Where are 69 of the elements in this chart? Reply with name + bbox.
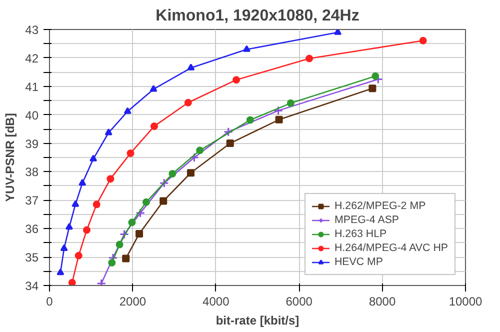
point <box>186 169 194 177</box>
point <box>242 45 250 52</box>
point <box>306 54 314 62</box>
point <box>368 84 376 92</box>
point <box>275 116 283 124</box>
point <box>187 64 195 70</box>
y-tick-label: 37 <box>25 194 39 208</box>
x-tick-label: 10000 <box>448 294 483 308</box>
point <box>142 198 150 206</box>
point <box>224 127 234 137</box>
point <box>373 74 383 84</box>
y-tick-label: 38 <box>25 165 39 180</box>
y-tick-label: 43 <box>25 23 39 37</box>
point <box>419 36 427 44</box>
point <box>74 252 82 260</box>
point <box>232 76 240 84</box>
chart-title: Kimono1, 1920x1080, 24Hz <box>156 8 360 24</box>
point <box>190 152 200 162</box>
x-tick-label: 0 <box>46 294 54 308</box>
point <box>150 122 158 130</box>
point <box>246 116 254 124</box>
point <box>286 99 294 107</box>
point <box>90 154 98 162</box>
x-tick-label: 6000 <box>286 294 313 308</box>
y-tick-label: 41 <box>25 80 39 94</box>
point <box>116 240 124 248</box>
point <box>65 222 73 230</box>
point <box>92 200 100 208</box>
point <box>78 178 86 186</box>
x-axis-title: bit-rate [kbit/s] <box>216 314 300 328</box>
point <box>60 244 68 252</box>
y-axis-title: YUV-PSNR [dB] <box>3 113 18 202</box>
y-tick-label: 35 <box>25 250 39 265</box>
point <box>226 140 234 148</box>
point <box>160 197 168 205</box>
y-tick-label: 34 <box>25 279 39 293</box>
point <box>274 106 284 116</box>
x-tick-label: 2000 <box>119 294 146 308</box>
point <box>136 208 146 218</box>
legend-label: MPEG-4 ASP <box>334 214 400 226</box>
point <box>124 107 132 114</box>
legend-label: HEVC MP <box>334 256 384 268</box>
point <box>126 149 134 157</box>
y-tick-label: 40 <box>25 108 39 122</box>
point <box>184 98 192 106</box>
y-tick-label: 42 <box>25 51 39 66</box>
point <box>159 178 169 188</box>
point <box>196 146 204 154</box>
point <box>104 128 112 136</box>
point <box>120 230 130 240</box>
legend-label: H.264/MPEG-4 AVC HP <box>334 242 448 254</box>
y-tick-label: 36 <box>25 222 39 236</box>
point <box>150 85 158 92</box>
point <box>72 200 80 207</box>
legend-label: H.263 HLP <box>334 228 387 240</box>
y-tick-label: 39 <box>25 136 39 151</box>
point <box>108 259 116 266</box>
point <box>136 230 144 238</box>
x-tick-label: 8000 <box>368 294 396 308</box>
point <box>68 278 76 286</box>
point <box>122 254 130 262</box>
legend-label: H.262/MPEG-2 MP <box>334 200 426 212</box>
point <box>56 268 64 276</box>
point <box>82 226 90 234</box>
point <box>168 170 176 178</box>
point <box>372 72 380 80</box>
point <box>106 175 114 183</box>
x-tick-label: 4000 <box>202 294 230 308</box>
point <box>128 218 136 226</box>
